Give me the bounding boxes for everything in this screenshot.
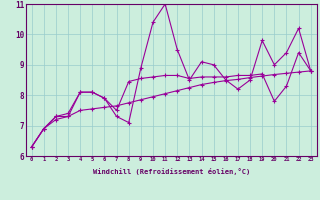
X-axis label: Windchill (Refroidissement éolien,°C): Windchill (Refroidissement éolien,°C): [92, 168, 250, 175]
